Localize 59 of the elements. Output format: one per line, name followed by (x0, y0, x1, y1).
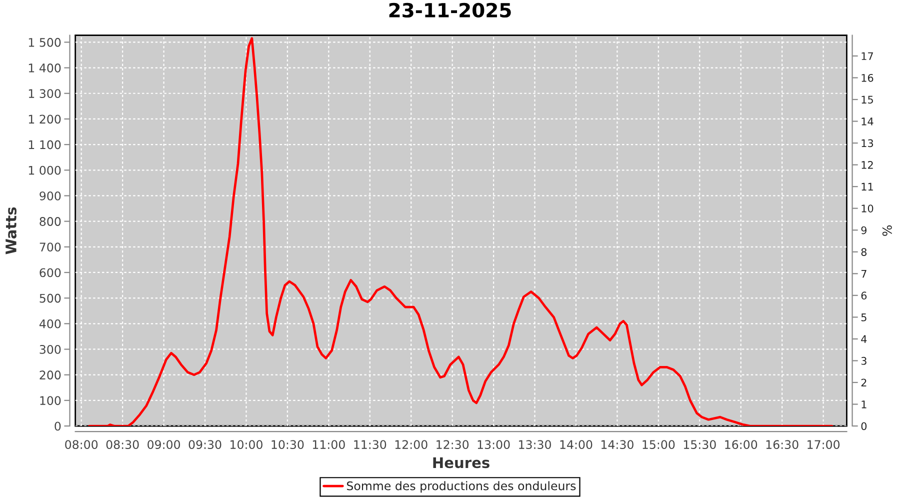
x-tick-label: 11:30 (354, 440, 386, 450)
y-tick-label: 1 500 (28, 38, 61, 47)
y-tick-label: 700 (40, 242, 61, 252)
y-tick-label: 1 100 (28, 140, 61, 150)
x-tick-label: 16:00 (725, 440, 758, 450)
x-tick-label: 08:00 (65, 440, 98, 450)
x-tick-label: 15:00 (642, 440, 675, 450)
y-tick-label: 1 400 (28, 64, 61, 72)
x-tick-label: 12:00 (395, 440, 428, 450)
y2-tick-label: 8 (861, 248, 867, 256)
y2-tick-label: 3 (861, 356, 866, 365)
x-tick-label: 10:00 (230, 440, 262, 450)
x-tick-label: 15:30 (684, 440, 716, 450)
x-tick-label: 12:30 (436, 440, 469, 450)
y2-tick-label: 9 (861, 226, 867, 234)
y-tick-label: 1 200 (28, 114, 61, 124)
y2-tick-label: 2 (861, 378, 866, 386)
y2-tick-label: 16 (862, 74, 874, 82)
x-tick-label: 08:30 (106, 440, 139, 450)
line-series (88, 37, 834, 426)
y2-tick-label: 6 (861, 292, 867, 300)
y2-tick-label: 12 (862, 161, 873, 169)
y-tick-label: 300 (40, 344, 61, 354)
y2-tick-label: 0 (861, 422, 867, 430)
legend-label: Somme des productions des onduleurs (346, 481, 576, 493)
y2-tick-label: 10 (862, 204, 874, 212)
y-tick-label: 500 (40, 294, 61, 303)
x-tick-label: 13:00 (478, 440, 510, 450)
y-tick-label: 400 (39, 319, 61, 328)
y-tick-label: 0 (54, 422, 61, 431)
y-tick-label: 200 (40, 370, 61, 380)
y2-tick-label: 1 (862, 400, 866, 408)
x-tick-label: 10:30 (272, 440, 304, 450)
y-tick-label: 1 300 (28, 89, 61, 98)
y2-tick-label: 13 (862, 139, 874, 148)
x-tick-label: 13:30 (519, 440, 551, 450)
x-tick-label: 09:00 (148, 440, 180, 450)
y2-tick-label: 11 (862, 182, 873, 191)
y2-tick-label: 15 (862, 96, 873, 104)
y2-tick-label: 14 (862, 118, 874, 126)
y2-tick-label: 17 (862, 52, 873, 60)
y-tick-label: 600 (40, 268, 61, 278)
y2-tick-label: 7 (861, 270, 866, 278)
y2-tick-label: 5 (861, 314, 866, 322)
y-tick-label: 900 (40, 191, 61, 200)
x-tick-label: 17:00 (808, 440, 840, 450)
y-tick-label: 800 (40, 217, 61, 226)
y2-axis-title: % (882, 225, 892, 236)
chart-title: 23-11-2025 (389, 2, 511, 18)
x-tick-label: 11:00 (312, 440, 345, 450)
x-tick-label: 14:00 (560, 440, 592, 450)
y2-tick-label: 4 (861, 335, 867, 343)
x-tick-label: 09:30 (188, 440, 222, 450)
y-axis-title: Watts (6, 207, 16, 254)
y-tick-label: 1 000 (28, 166, 61, 175)
y-tick-label: 100 (40, 396, 61, 406)
x-tick-label: 16:30 (766, 440, 798, 450)
x-axis-title: Heures (433, 457, 490, 468)
x-tick-label: 14:30 (601, 440, 634, 450)
